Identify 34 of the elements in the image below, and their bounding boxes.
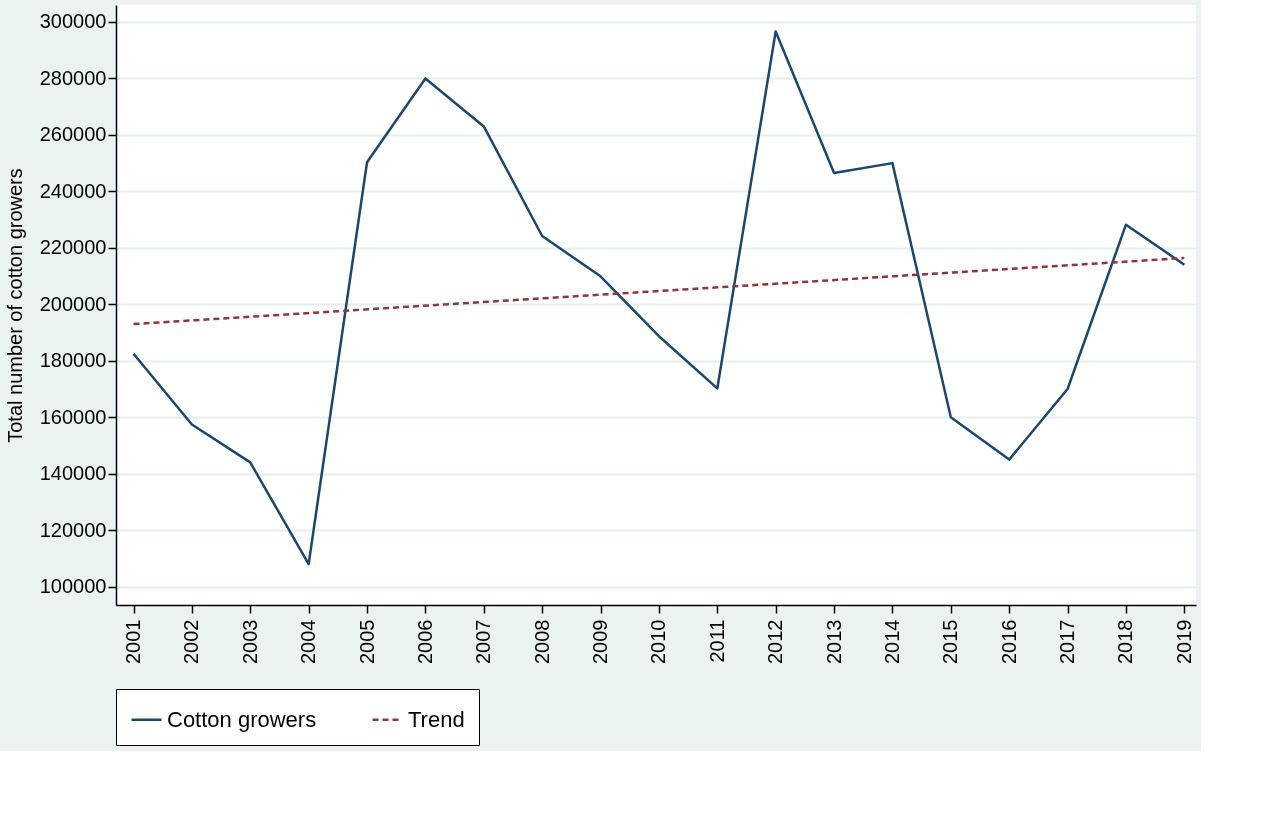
- x-tick-label: 2014: [880, 619, 903, 664]
- legend-label: Cotton growers: [167, 706, 317, 732]
- y-axis-title: Total number of cotton growers: [3, 168, 26, 443]
- x-tick-label: 2018: [1114, 619, 1137, 664]
- x-tick-label: 2005: [355, 619, 378, 664]
- x-tick-label: 2015: [939, 619, 962, 664]
- y-tick-label: 140000: [39, 462, 107, 485]
- x-tick-label: 2012: [764, 619, 787, 664]
- x-tick-label: 2019: [1172, 619, 1195, 664]
- y-tick-label: 180000: [39, 349, 107, 372]
- x-tick-label: 2017: [1056, 619, 1079, 664]
- x-tick-label: 2008: [530, 619, 553, 664]
- x-tick-label: 2006: [413, 619, 436, 664]
- y-tick-label: 260000: [39, 123, 107, 146]
- x-tick-label: 2010: [647, 619, 670, 664]
- x-tick-label: 2016: [997, 619, 1020, 664]
- y-tick-label: 240000: [39, 179, 107, 202]
- x-tick-label: 2001: [122, 619, 145, 664]
- x-tick-label: 2002: [180, 619, 203, 664]
- y-tick-label: 280000: [39, 66, 107, 89]
- x-tick-label: 2011: [705, 619, 728, 663]
- y-tick-label: 100000: [39, 575, 107, 598]
- line-series: [132, 30, 1186, 566]
- y-tick-label: 200000: [39, 292, 107, 315]
- x-tick-label: 2013: [822, 619, 845, 664]
- y-tick-label: 220000: [39, 236, 107, 259]
- legend-label: Trend: [408, 706, 465, 732]
- x-tick-label: 2007: [472, 619, 495, 664]
- x-tick-label: 2004: [297, 619, 320, 664]
- x-tick-label: 2009: [589, 619, 612, 664]
- y-tick-label: 120000: [39, 518, 107, 541]
- y-tick-label: 160000: [39, 405, 107, 428]
- x-tick-label: 2003: [238, 619, 261, 664]
- y-tick-label: 300000: [39, 10, 107, 33]
